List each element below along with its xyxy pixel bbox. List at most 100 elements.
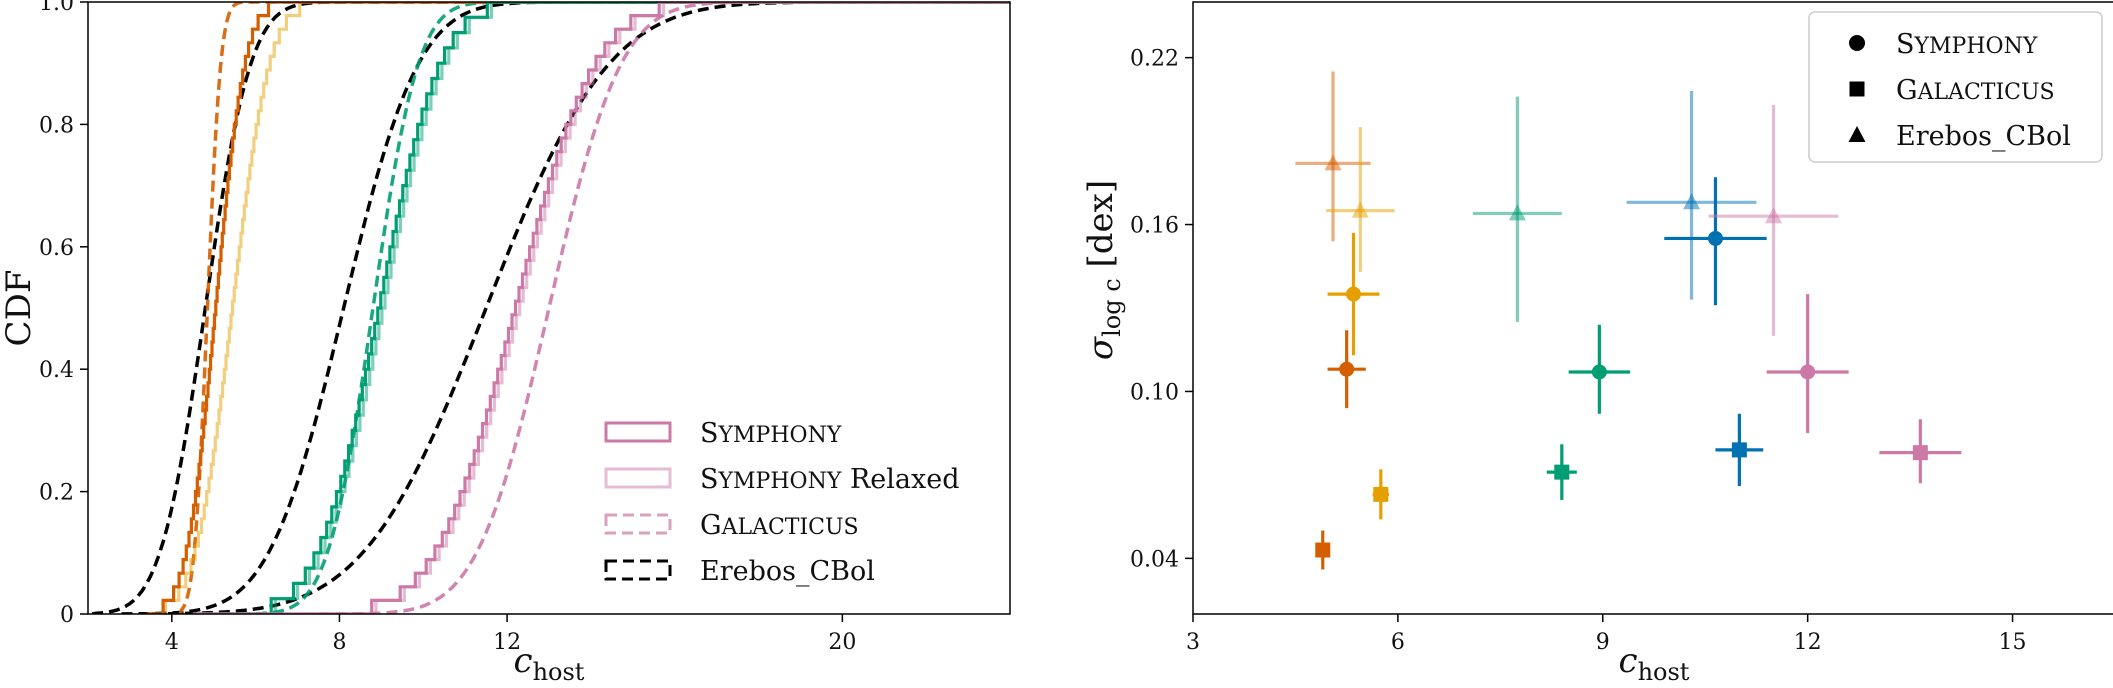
cdf-line-pink-galacticus [318, 2, 1010, 614]
cdf-line-orange-relaxed [146, 2, 1010, 614]
cdf-xlabel-sub: host [533, 658, 585, 684]
point-square-8 [1715, 413, 1764, 487]
sigma-xtick-label: 12 [1794, 630, 1822, 655]
cdf-legend-label-2: GALACTICUS [700, 510, 859, 541]
cdf-legend-swatch [604, 421, 672, 443]
cdf-line-orange-symphony [146, 2, 1010, 614]
sigma-axes: 3 6 9 12 15 0.04 0.10 0.16 0.22 σlog c [dex] chost [1081, 47, 2027, 686]
sigma-ylabel: σlog c [dex] [1081, 180, 1126, 360]
sigma-panel: 3 6 9 12 15 0.04 0.10 0.16 0.22 σlog c [dex] chost… [1081, 1, 2113, 686]
sigma-legend-label-0-initial: S [1896, 29, 1915, 60]
cdf-ytick-label: 0.2 [39, 481, 74, 506]
point-square-6 [1372, 469, 1390, 520]
marker-triangle [1765, 207, 1783, 224]
cdf-line-green-galacticus [222, 2, 1010, 614]
sigma-ylabel-unit: [dex] [1081, 180, 1121, 278]
cdf-ytick-label: 0 [60, 603, 74, 628]
cdf-line-green-relaxed [192, 2, 1010, 614]
cdf-legend-label-2-caps: ALACTICUS [721, 515, 859, 540]
sigma-legend-label-1-caps: ALACTICUS [1917, 80, 2055, 105]
point-triangle-11 [1326, 127, 1395, 272]
sigma-legend-label-2: Erebos_CBol [1896, 121, 2071, 152]
marker-triangle [1324, 154, 1342, 171]
sigma-ytick-label: 0.04 [1130, 547, 1179, 572]
point-circle-4 [1766, 294, 1849, 434]
cdf-ylabel: CDF [0, 270, 39, 347]
cdf-line-pink-symphony [192, 2, 1010, 614]
point-circle-0 [1327, 330, 1366, 409]
cdf-legend-swatch [604, 559, 672, 581]
marker-triangle [1683, 193, 1701, 210]
point-triangle-14 [1708, 104, 1839, 336]
cdf-legend-label-3: Erebos_CBol [700, 556, 875, 587]
marker-triangle [1351, 201, 1369, 218]
marker-square [1373, 486, 1389, 502]
cdf-plot-frame [87, 1, 1011, 615]
marker-square [1731, 442, 1747, 458]
cdf-line-pink-erebos [150, 2, 1010, 614]
cdf-line-green-symphony [192, 2, 1010, 614]
marker-circle [1345, 286, 1361, 302]
cdf-xtick-label: 8 [332, 630, 346, 655]
legend-marker-square [1849, 81, 1865, 97]
sigma-legend: SYMPHONY GALACTICUS Erebos_CBol [1808, 11, 2103, 163]
sigma-legend-label-1-initial: G [1896, 75, 1918, 106]
sigma-xlabel-main: c [1619, 641, 1638, 681]
point-circle-1 [1327, 232, 1380, 356]
cdf-axes: 4 8 12 20 0 0.2 0.4 0.6 0.8 1.0 CDF chost [0, 0, 856, 686]
point-square-5 [1315, 530, 1331, 570]
sigma-xtick-label: 15 [1999, 630, 2027, 655]
cdf-line-orange-galacticus [178, 2, 1010, 614]
cdf-ytick-label: 1.0 [39, 0, 74, 16]
point-circle-2 [1568, 324, 1631, 414]
cdf-legend-label-1: SYMPHONY Relaxed [700, 464, 959, 495]
sigma-xtick-label: 3 [1186, 630, 1200, 655]
point-triangle-10 [1295, 71, 1371, 242]
cdf-xlabel-main: c [514, 641, 533, 681]
cdf-ytick-label: 0.6 [39, 236, 74, 261]
cdf-curves [91, 2, 1010, 614]
point-square-9 [1879, 419, 1962, 484]
cdf-legend-label-0-caps: YMPHONY [718, 423, 842, 448]
sigma-ytick-label: 0.22 [1130, 47, 1179, 72]
cdf-legend-label-1-caps: YMPHONY [718, 469, 842, 494]
sigma-legend-box [1808, 11, 2103, 163]
sigma-ylabel-main: σ [1081, 336, 1121, 360]
marker-square [1912, 445, 1928, 461]
marker-circle [1800, 364, 1816, 380]
marker-circle [1591, 364, 1607, 380]
sigma-legend-label-0-caps: YMPHONY [1914, 34, 2038, 59]
sigma-ytick-label: 0.10 [1130, 380, 1179, 405]
sigma-ylabel-sub: log c [1098, 278, 1126, 337]
marker-circle [1707, 230, 1723, 246]
sigma-xlabel-sub: host [1638, 658, 1690, 684]
point-circle-3 [1664, 177, 1767, 306]
cdf-legend-swatch [604, 513, 672, 535]
marker-circle [1339, 361, 1355, 377]
cdf-xtick-label: 4 [165, 630, 179, 655]
sigma-plot-frame [1192, 1, 2113, 615]
legend-marker-triangle [1848, 126, 1866, 142]
marker-square [1315, 542, 1331, 558]
cdf-xlabel: chost [514, 641, 585, 684]
cdf-ytick-label: 0.8 [39, 113, 74, 138]
cdf-legend-label-0: SYMPHONY [700, 418, 842, 449]
cdf-line-green-erebos [121, 2, 1010, 614]
cdf-xtick-label: 20 [828, 630, 856, 655]
sigma-xlabel: chost [1619, 641, 1690, 684]
sigma-legend-label-0: SYMPHONY [1896, 29, 2038, 60]
cdf-legend-label-1-initial: S [700, 464, 719, 495]
cdf-line-orange-erebos [91, 2, 1010, 614]
cdf-ytick-label: 0.4 [39, 358, 74, 383]
sigma-xtick-label: 6 [1391, 630, 1405, 655]
sigma-ytick-label: 0.16 [1130, 214, 1179, 239]
cdf-line-pink-relaxed [192, 2, 1010, 614]
cdf-legend-label-2-initial: G [700, 510, 722, 541]
marker-triangle [1508, 204, 1526, 221]
cdf-legend-swatch [604, 467, 672, 489]
cdf-legend-label-1-suffix: Relaxed [841, 464, 959, 495]
marker-square [1554, 464, 1570, 480]
